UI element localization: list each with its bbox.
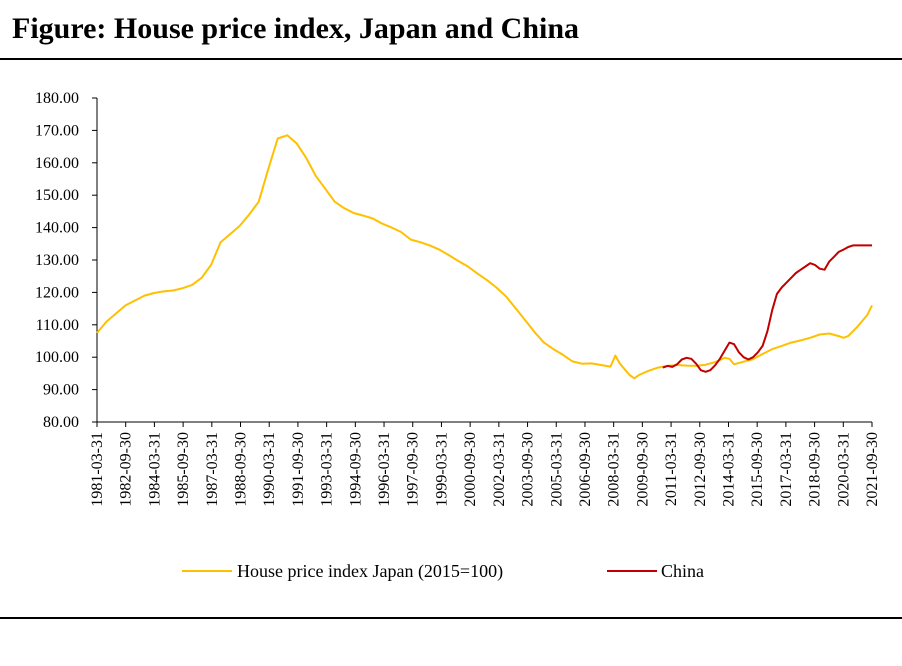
legend-label-china: China — [661, 561, 704, 581]
x-tick-label: 2012-09-30 — [692, 432, 709, 507]
x-tick-label: 2015-09-30 — [749, 432, 766, 507]
x-axis: 1981-03-31 1982-09-30 1984-03-31 1985-09-30… — [89, 421, 881, 507]
source-rule — [0, 617, 902, 619]
x-tick-label: 2002-03-31 — [491, 432, 508, 507]
x-tick-label: 1982-09-30 — [118, 432, 135, 507]
x-tick-label: 2006-09-30 — [577, 432, 594, 507]
x-tick-label: 2008-03-31 — [606, 432, 623, 507]
y-tick-label: 110.00 — [36, 317, 79, 334]
y-tick-label: 120.00 — [35, 284, 79, 301]
series-layer — [96, 134, 873, 380]
x-tick-label: 1981-03-31 — [89, 432, 106, 507]
chart-title: Figure: House price index, Japan and Chi… — [12, 12, 580, 45]
series-line-china — [662, 244, 872, 373]
y-axis: 80.00 90.00 100.00 110.00 120.00 130.00 140.00… — [35, 90, 98, 431]
y-tick-label: 140.00 — [35, 220, 79, 237]
y-tick-label: 160.00 — [35, 155, 79, 172]
x-tick-label: 1999-03-31 — [433, 432, 450, 507]
x-tick-label: 2018-09-30 — [807, 432, 824, 507]
x-tick-label: 2017-03-31 — [778, 432, 795, 507]
x-tick-label: 1988-09-30 — [233, 432, 250, 507]
x-tick-label: 2011-03-31 — [663, 432, 680, 506]
x-tick-label: 2014-03-31 — [720, 432, 737, 507]
x-tick-label: 1991-09-30 — [290, 432, 307, 507]
x-tick-label: 1984-03-31 — [146, 432, 163, 507]
y-tick-label: 150.00 — [35, 187, 79, 204]
x-tick-label: 2021-09-30 — [864, 432, 881, 507]
y-tick-label: 170.00 — [35, 122, 79, 139]
x-tick-label: 1985-09-30 — [175, 432, 192, 507]
y-tick-label: 130.00 — [35, 252, 79, 269]
chart-svg: 80.00 90.00 100.00 110.00 120.00 130.00 140.00… — [35, 90, 881, 582]
x-tick-label: 1987-03-31 — [204, 432, 221, 507]
legend-label-japan: House price index Japan (2015=100) — [237, 561, 503, 582]
x-tick-label: 2009-09-30 — [634, 432, 651, 507]
x-tick-label: 1993-03-31 — [319, 432, 336, 507]
x-tick-label: 2005-03-31 — [548, 432, 565, 507]
y-tick-label: 90.00 — [43, 382, 79, 399]
x-tick-label: 2003-09-30 — [520, 432, 537, 507]
x-tick-label: 1994-09-30 — [347, 432, 364, 507]
y-tick-label: 180.00 — [35, 90, 79, 107]
y-tick-label: 100.00 — [35, 349, 79, 366]
x-tick-label: 2000-09-30 — [462, 432, 479, 507]
legend: House price index Japan (2015=100) China — [182, 561, 704, 582]
series-line-japan — [96, 134, 873, 380]
x-tick-label: 1997-09-30 — [405, 432, 422, 507]
title-rule — [0, 58, 902, 60]
x-tick-label: 1996-03-31 — [376, 432, 393, 507]
x-tick-label: 2020-03-31 — [835, 432, 852, 507]
y-tick-label: 80.00 — [43, 414, 79, 431]
x-tick-label: 1990-03-31 — [261, 432, 278, 507]
